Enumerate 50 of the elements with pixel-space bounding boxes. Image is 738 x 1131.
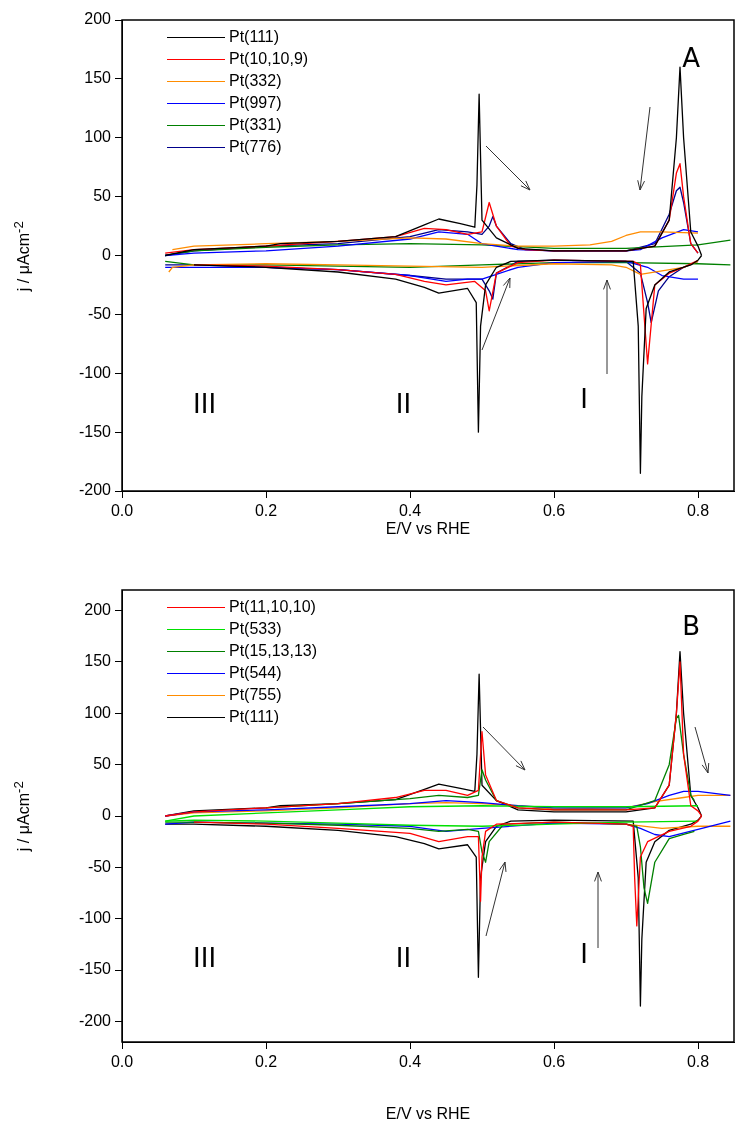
x-tick-label: 0.0 [110,1053,134,1071]
y-tick-label: 50 [93,187,112,205]
x-tick-label: 0.8 [686,1053,710,1071]
y-tick-label: 200 [84,10,112,28]
y-tick-label: -100 [78,363,112,381]
legend-label: Pt(544) [229,663,282,683]
legend-label: Pt(755) [229,685,282,705]
annotation: III [193,943,217,974]
legend-label: Pt(997) [229,93,282,113]
legend-label: Pt(776) [229,137,282,157]
x-tick-label: 0.2 [254,502,278,520]
y-tick-label: -200 [78,481,112,499]
legend-label: Pt(332) [229,71,282,91]
x-axis-title: E/V vs RHE [384,1105,472,1123]
legend-label: Pt(111) [229,27,280,47]
annotation: III [193,388,217,419]
y-tick-label: 0 [102,806,112,824]
x-axis-title: E/V vs RHE [384,520,472,538]
x-tick-label: 0.8 [686,502,710,520]
x-tick-label: 0.2 [254,1053,278,1071]
x-tick-label: 0.4 [398,1053,422,1071]
y-tick-label: -50 [87,304,112,322]
legend-label: Pt(10,10,9) [229,49,309,69]
y-tick-label: 150 [84,652,112,670]
legend-label: Pt(331) [229,115,282,135]
annotation: I [580,938,588,969]
legend-label: Pt(533) [229,619,282,639]
y-tick-label: -50 [87,857,112,875]
annotation: II [395,943,412,974]
y-tick-label: -150 [78,422,112,440]
x-tick-label: 0.6 [542,1053,566,1071]
y-tick-label: 100 [84,703,112,721]
annotation: B [682,611,701,642]
y-tick-label: 100 [84,128,112,146]
y-tick-label: -150 [78,960,112,978]
y-tick-label: 50 [93,755,112,773]
y-tick-label: 150 [84,69,112,87]
y-tick-label: 0 [102,245,112,263]
x-tick-label: 0.0 [110,502,134,520]
annotation: II [395,388,412,419]
y-tick-label: 200 [84,600,112,618]
legend-label: Pt(11,10,10) [229,597,316,617]
legend-label: Pt(111) [229,707,280,727]
annotation: A [682,42,701,73]
x-tick-label: 0.4 [398,502,422,520]
legend-label: Pt(15,13,13) [229,641,318,661]
y-tick-label: -100 [78,909,112,927]
annotation: I [580,384,588,415]
x-tick-label: 0.6 [542,502,566,520]
y-tick-label: -200 [78,1011,112,1029]
